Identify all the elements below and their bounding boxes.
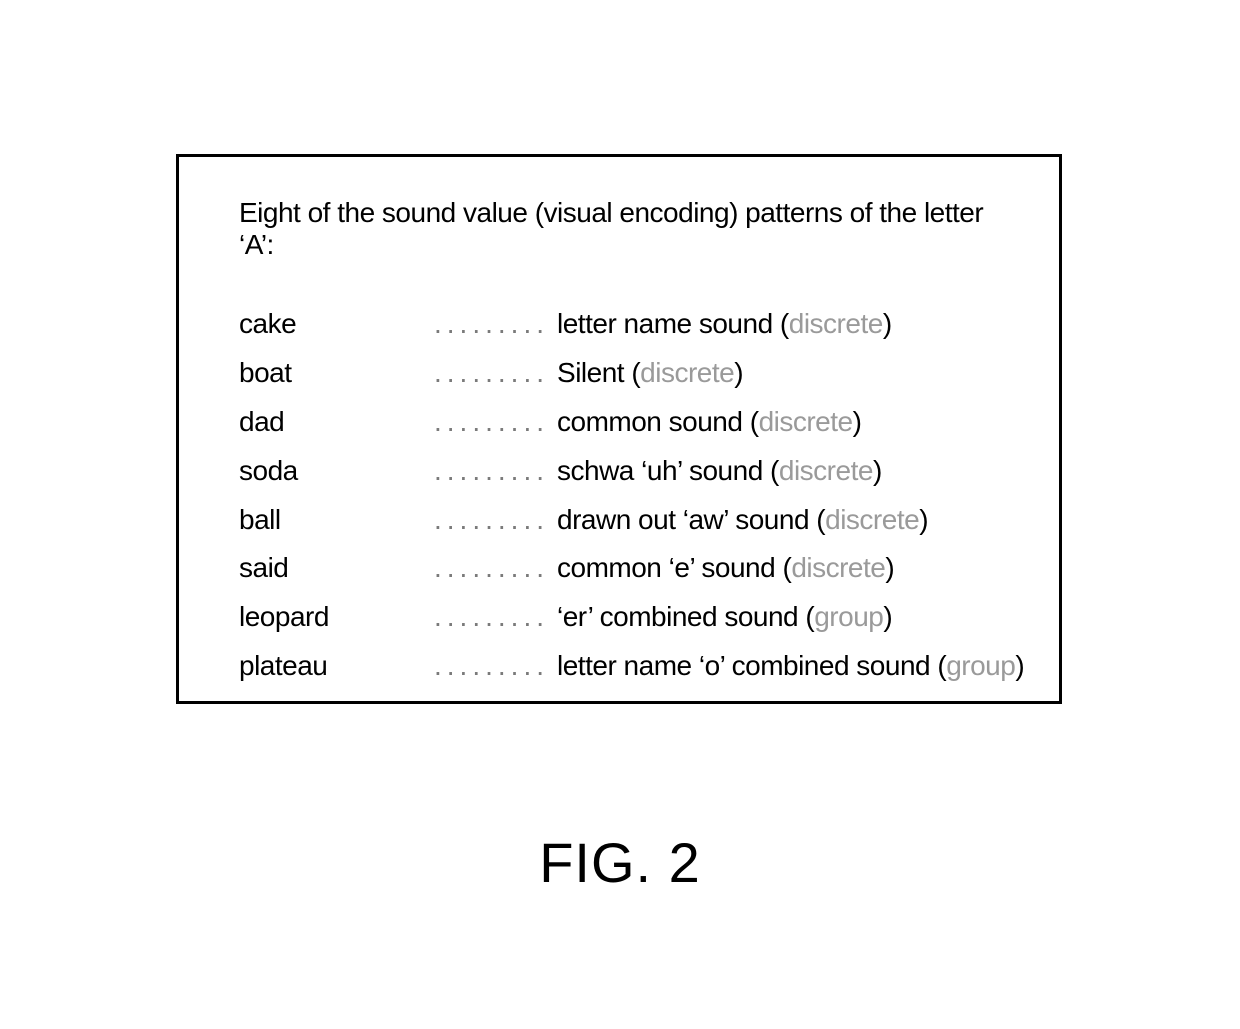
close-paren: ) (734, 357, 743, 388)
table-row: boat ......... Silent (discrete) (239, 354, 1009, 392)
leader-dots: ......... (434, 452, 549, 490)
category-text: discrete (789, 308, 883, 339)
leader-dots: ......... (434, 549, 549, 587)
desc-text: common sound ( (557, 406, 759, 437)
word-cell: leopard (239, 598, 434, 636)
description-cell: ‘er’ combined sound (group) (557, 598, 892, 636)
leader-dots: ......... (434, 403, 549, 441)
description-cell: common sound (discrete) (557, 403, 861, 441)
category-text: discrete (825, 504, 919, 535)
table-row: ball ......... drawn out ‘aw’ sound (dis… (239, 501, 1009, 539)
category-text: discrete (791, 552, 885, 583)
close-paren: ) (873, 455, 882, 486)
category-text: group (814, 601, 883, 632)
leader-dots: ......... (434, 354, 549, 392)
close-paren: ) (885, 552, 894, 583)
close-paren: ) (853, 406, 862, 437)
close-paren: ) (883, 601, 892, 632)
description-cell: letter name sound (discrete) (557, 305, 892, 343)
leader-dots: ......... (434, 305, 549, 343)
desc-text: Silent ( (557, 357, 640, 388)
category-text: discrete (759, 406, 853, 437)
leader-dots: ......... (434, 598, 549, 636)
word-cell: boat (239, 354, 434, 392)
figure-label: FIG. 2 (0, 830, 1240, 895)
word-cell: said (239, 549, 434, 587)
description-cell: schwa ‘uh’ sound (discrete) (557, 452, 882, 490)
desc-text: common ‘e’ sound ( (557, 552, 791, 583)
table-row: leopard ......... ‘er’ combined sound (g… (239, 598, 1009, 636)
box-heading: Eight of the sound value (visual encodin… (239, 197, 1009, 261)
word-cell: dad (239, 403, 434, 441)
figure-box: Eight of the sound value (visual encodin… (176, 154, 1062, 704)
leader-dots: ......... (434, 501, 549, 539)
desc-text: ‘er’ combined sound ( (557, 601, 814, 632)
description-cell: Silent (discrete) (557, 354, 743, 392)
desc-text: letter name sound ( (557, 308, 789, 339)
table-row: cake ......... letter name sound (discre… (239, 305, 1009, 343)
close-paren: ) (919, 504, 928, 535)
leader-dots: ......... (434, 647, 549, 685)
table-row: plateau ......... letter name ‘o’ combin… (239, 647, 1009, 685)
close-paren: ) (1015, 650, 1024, 681)
category-text: discrete (779, 455, 873, 486)
word-cell: soda (239, 452, 434, 490)
table-row: soda ......... schwa ‘uh’ sound (discret… (239, 452, 1009, 490)
word-cell: plateau (239, 647, 434, 685)
description-cell: common ‘e’ sound (discrete) (557, 549, 894, 587)
close-paren: ) (883, 308, 892, 339)
word-cell: ball (239, 501, 434, 539)
desc-text: drawn out ‘aw’ sound ( (557, 504, 825, 535)
rows-container: cake ......... letter name sound (discre… (239, 305, 1009, 684)
table-row: dad ......... common sound (discrete) (239, 403, 1009, 441)
description-cell: drawn out ‘aw’ sound (discrete) (557, 501, 928, 539)
description-cell: letter name ‘o’ combined sound (group) (557, 647, 1024, 685)
word-cell: cake (239, 305, 434, 343)
category-text: discrete (640, 357, 734, 388)
desc-text: letter name ‘o’ combined sound ( (557, 650, 946, 681)
category-text: group (946, 650, 1015, 681)
table-row: said ......... common ‘e’ sound (discret… (239, 549, 1009, 587)
desc-text: schwa ‘uh’ sound ( (557, 455, 779, 486)
